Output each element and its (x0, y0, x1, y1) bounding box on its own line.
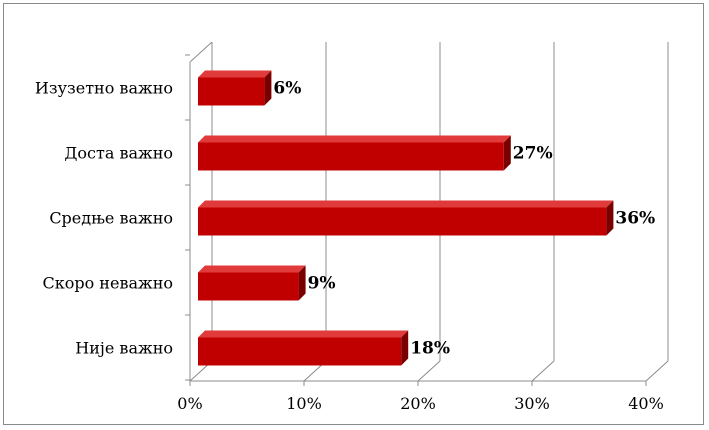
bar (198, 207, 607, 236)
category-label: Скоро неважно (42, 274, 173, 293)
bar-side (298, 265, 306, 301)
gridline-depth (645, 360, 669, 382)
bar-top (198, 70, 272, 78)
y-axis-top-line (189, 41, 213, 63)
bar (198, 142, 504, 171)
data-label: 18% (410, 339, 450, 359)
data-label: 36% (615, 209, 655, 229)
bar-top (198, 135, 511, 143)
data-label: 27% (513, 144, 553, 164)
x-tick-label: 40% (628, 394, 664, 413)
category-label: Изузетно важно (35, 79, 173, 98)
bar-side (264, 70, 272, 106)
category-label: Доста важно (64, 144, 173, 163)
bar-side (503, 135, 511, 171)
data-label: 6% (273, 79, 301, 99)
x-tick-label: 20% (400, 394, 436, 413)
gridline-depth (417, 360, 441, 382)
bar-top (198, 265, 306, 273)
gridline-depth (531, 360, 555, 382)
bar (198, 77, 265, 106)
bar (198, 272, 299, 301)
bar (198, 337, 402, 366)
bar-side (606, 200, 614, 236)
x-tick-label: 0% (177, 394, 202, 413)
data-label: 9% (308, 274, 336, 294)
x-tick-label: 30% (514, 394, 550, 413)
category-label: Није важно (75, 339, 173, 358)
bar-top (198, 200, 614, 208)
x-tick-label: 10% (286, 394, 322, 413)
category-label: Средње важно (49, 209, 173, 228)
bar-top (198, 330, 409, 338)
bar-side (401, 330, 409, 366)
